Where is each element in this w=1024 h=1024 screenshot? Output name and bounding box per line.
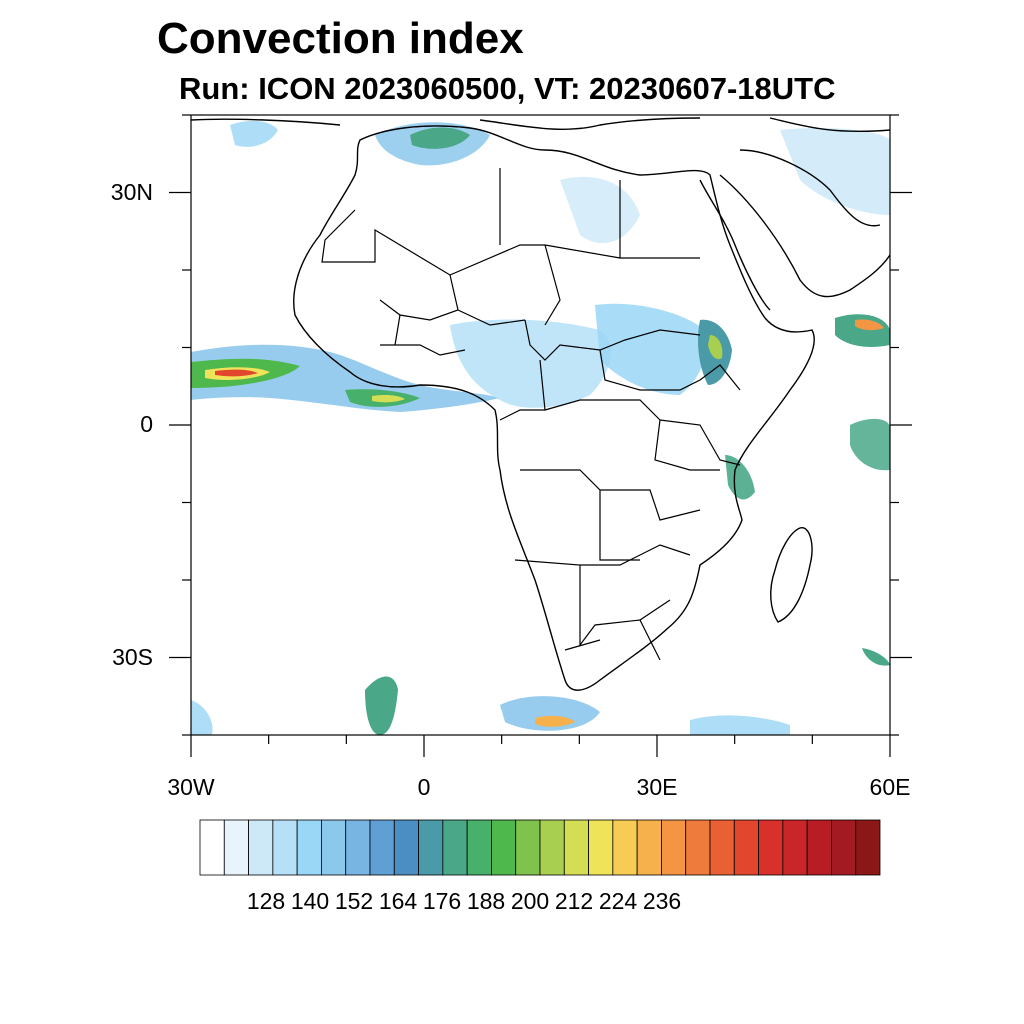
field-ethiopia-core	[708, 335, 723, 360]
field-central-africa	[450, 319, 611, 408]
colorbar-swatch	[612, 819, 638, 876]
field-south-atlantic-2-core	[535, 715, 575, 727]
colorbar-swatch	[223, 819, 249, 876]
field-south-atlantic-2	[500, 696, 600, 731]
axis-ticks	[169, 114, 912, 757]
colorbar-swatch	[855, 819, 881, 876]
y-tick-label: 30N	[110, 178, 153, 205]
colorbar-swatch	[199, 819, 225, 876]
country-borders	[321, 168, 741, 661]
colorbar-swatch	[466, 819, 492, 876]
field-saudi	[780, 128, 890, 215]
colorbar-swatch	[758, 819, 784, 876]
colorbar-swatch	[272, 819, 298, 876]
madagascar	[770, 527, 813, 623]
colorbar-swatch	[563, 819, 589, 876]
x-tick-label: 0	[417, 774, 431, 800]
field-libya-egypt	[560, 176, 640, 244]
field-guinea-yellow	[372, 395, 405, 403]
colorbar-swatch	[345, 819, 371, 876]
colorbar-swatch	[296, 819, 322, 876]
y-tick-label: 0	[140, 411, 153, 437]
colorbar-swatch	[636, 819, 662, 876]
plot-frame	[190, 114, 891, 736]
colorbar-swatch	[661, 819, 687, 876]
field-atlas-core	[410, 127, 470, 149]
colorbar-swatch	[709, 819, 735, 876]
x-tick-label: 30E	[636, 774, 678, 800]
x-tick-label: 30W	[167, 774, 215, 800]
colorbar-swatch	[321, 819, 347, 876]
colorbar-swatch	[248, 819, 274, 876]
colorbar-swatch	[418, 819, 444, 876]
colorbar-tick-label: 164	[378, 888, 418, 914]
field-atlantic-max	[215, 369, 258, 377]
colorbar-swatch	[491, 819, 517, 876]
colorbar-tick-label: 200	[510, 888, 550, 914]
field-arabian-sea	[835, 314, 890, 347]
page-title: Convection index	[157, 14, 524, 63]
field-sudan	[595, 303, 707, 395]
red-sea-coast	[699, 179, 771, 311]
field-east-africa-coast	[725, 455, 755, 500]
colorbar-swatch	[369, 819, 395, 876]
field-arabian-hot	[855, 319, 884, 331]
field-west-atlantic-north	[230, 120, 278, 147]
colorbar-tick-label: 236	[642, 888, 682, 914]
africa-coastline	[293, 125, 815, 691]
colorbar-tick-label: 212	[554, 888, 594, 914]
field-south-atlantic-1	[365, 676, 398, 735]
colorbar-swatch	[515, 819, 541, 876]
run-info-subtitle: Run: ICON 2023060500, VT: 20230607-18UTC	[179, 71, 836, 106]
colorbar-tick-label: 128	[246, 888, 286, 914]
colorbar-tick-label: 224	[598, 888, 638, 914]
field-southeast-edge	[862, 648, 890, 666]
colorbar-swatch	[539, 819, 565, 876]
colorbar	[199, 819, 881, 876]
x-tick-label: 60E	[869, 774, 911, 800]
arabia-coast	[719, 149, 890, 298]
mediterranean-north	[191, 117, 890, 133]
field-south-indian	[690, 715, 790, 735]
colorbar-tick-label: 140	[290, 888, 330, 914]
field-southwest-corner	[191, 700, 213, 735]
colorbar-swatch	[393, 819, 419, 876]
colorbar-swatch	[831, 819, 857, 876]
colorbar-swatch	[442, 819, 468, 876]
field-indian-ocean	[850, 418, 890, 471]
colorbar-swatch	[782, 819, 808, 876]
y-tick-label: 30S	[112, 643, 153, 670]
colorbar-tick-label: 176	[422, 888, 462, 914]
colorbar-swatch	[733, 819, 759, 876]
colorbar-swatch	[806, 819, 832, 876]
convection-field	[191, 120, 890, 735]
coastlines	[191, 117, 890, 691]
colorbar-swatch	[685, 819, 711, 876]
colorbar-tick-label: 188	[466, 888, 506, 914]
colorbar-tick-label: 152	[334, 888, 374, 914]
colorbar-swatch	[588, 819, 614, 876]
